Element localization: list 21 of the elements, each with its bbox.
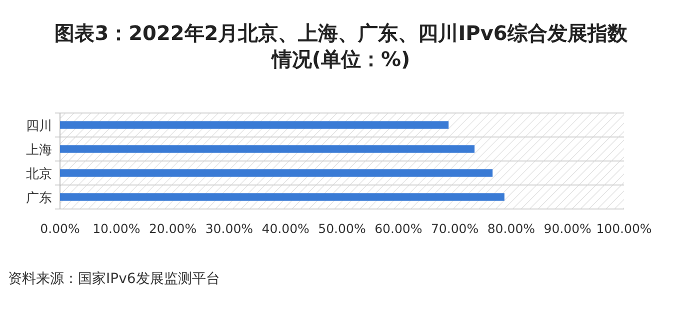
x-tick-label: 40.00% [262, 221, 310, 236]
x-tick-label: 60.00% [374, 221, 422, 236]
x-tick-label: 30.00% [205, 221, 254, 236]
x-tick-label: 70.00% [430, 221, 479, 236]
x-tick-label: 50.00% [318, 221, 366, 236]
x-tick-label: 0.00% [40, 221, 80, 236]
bar [60, 121, 449, 129]
bar [60, 193, 504, 201]
x-tick-label: 10.00% [92, 221, 140, 236]
text: 资料来源：国家IPv6发展监测平台 [8, 271, 220, 287]
bar [60, 145, 475, 153]
x-tick-label: 90.00% [544, 221, 592, 236]
x-tick-label: 80.00% [487, 221, 536, 236]
y-tick-label: 四川 [26, 119, 52, 134]
y-tick-label: 上海 [26, 143, 52, 158]
chart-title: 图表3：2022年2月北京、上海、广东、四川IPv6综合发展指数情况(单位：%) [54, 21, 628, 71]
bar [60, 169, 493, 177]
x-tick-label: 20.00% [148, 221, 197, 236]
y-tick-label: 北京 [26, 167, 52, 182]
x-tick-label: 100.00% [596, 221, 652, 236]
y-tick-label: 广东 [26, 191, 52, 206]
